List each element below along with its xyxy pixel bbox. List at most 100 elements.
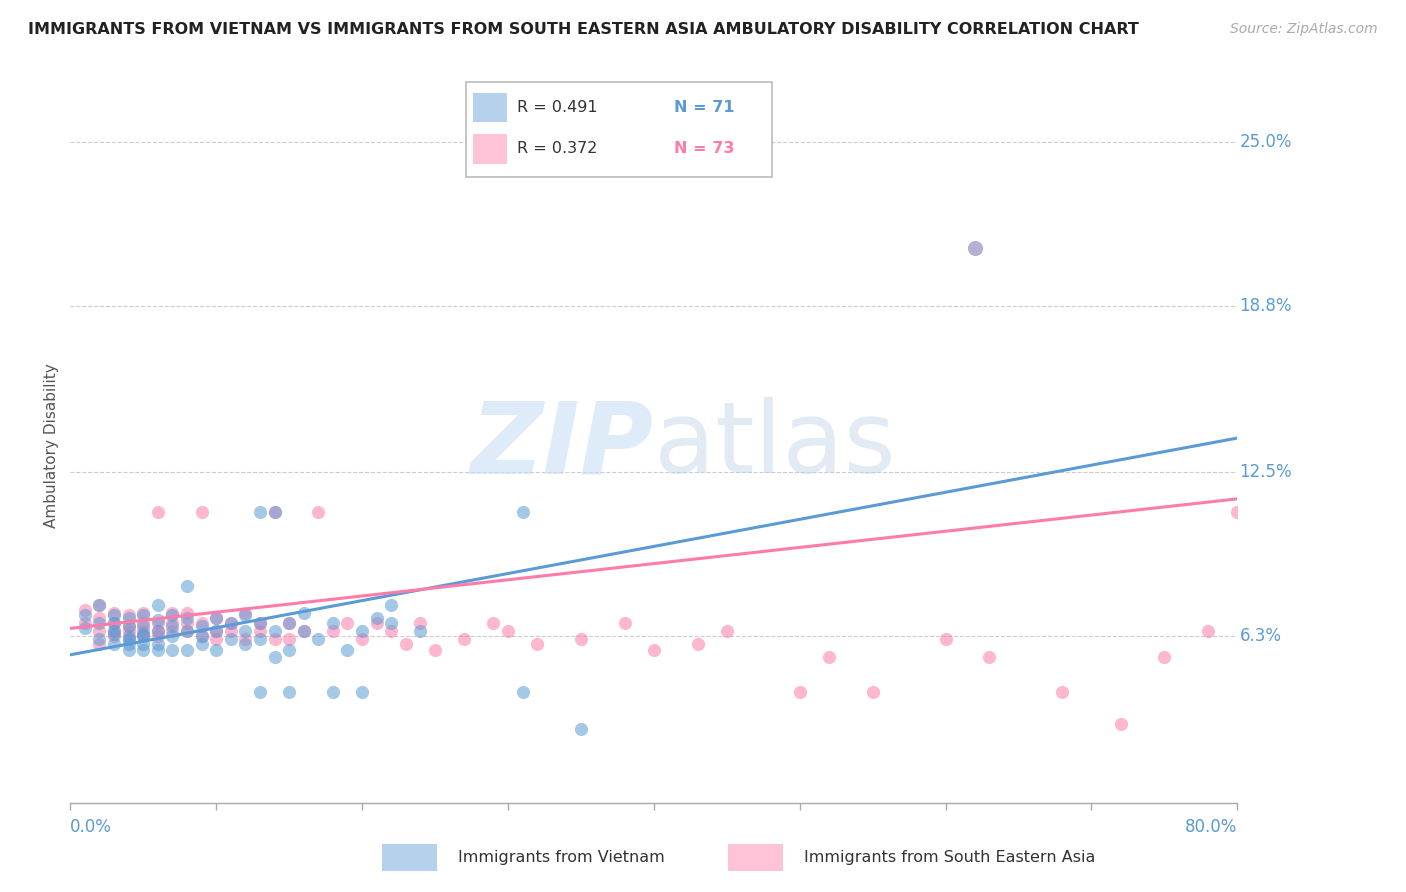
Point: [686, 637, 709, 651]
Point: [979, 650, 1001, 665]
Point: [146, 616, 169, 631]
Point: [395, 637, 418, 651]
Point: [219, 616, 242, 631]
Point: [118, 611, 141, 625]
Point: [263, 624, 285, 638]
Point: [132, 626, 155, 640]
FancyBboxPatch shape: [465, 81, 772, 178]
Point: [643, 642, 665, 657]
Point: [233, 637, 256, 651]
Point: [176, 611, 198, 625]
Point: [292, 624, 315, 638]
Point: [249, 616, 271, 631]
Text: N = 71: N = 71: [675, 100, 735, 115]
Point: [73, 603, 96, 617]
Point: [233, 606, 256, 620]
Point: [352, 685, 374, 699]
Point: [162, 642, 184, 657]
Point: [205, 624, 228, 638]
Point: [132, 616, 155, 631]
Point: [146, 505, 169, 519]
Point: [352, 624, 374, 638]
Text: Source: ZipAtlas.com: Source: ZipAtlas.com: [1230, 22, 1378, 37]
Point: [409, 624, 432, 638]
Point: [118, 642, 141, 657]
Point: [818, 650, 841, 665]
Point: [366, 611, 388, 625]
Point: [278, 616, 301, 631]
Point: [146, 598, 169, 612]
Point: [862, 685, 884, 699]
Point: [423, 642, 446, 657]
Text: 18.8%: 18.8%: [1240, 297, 1292, 315]
Point: [176, 606, 198, 620]
Point: [118, 618, 141, 632]
Point: [249, 616, 271, 631]
Point: [89, 598, 111, 612]
Point: [146, 624, 169, 638]
FancyBboxPatch shape: [474, 134, 508, 164]
Point: [789, 685, 811, 699]
Point: [307, 632, 329, 646]
Point: [103, 626, 125, 640]
Point: [233, 624, 256, 638]
Point: [176, 616, 198, 631]
Point: [292, 624, 315, 638]
Point: [292, 606, 315, 620]
Text: 6.3%: 6.3%: [1240, 627, 1282, 645]
Point: [103, 629, 125, 643]
Text: 0.0%: 0.0%: [70, 819, 112, 837]
Point: [278, 616, 301, 631]
Point: [118, 629, 141, 643]
Text: R = 0.491: R = 0.491: [516, 100, 598, 115]
FancyBboxPatch shape: [382, 844, 437, 871]
Point: [569, 722, 592, 736]
Point: [103, 624, 125, 638]
Point: [176, 642, 198, 657]
Point: [103, 616, 125, 631]
Point: [322, 616, 344, 631]
Point: [205, 642, 228, 657]
Point: [132, 642, 155, 657]
Point: [1226, 505, 1249, 519]
Point: [118, 632, 141, 646]
FancyBboxPatch shape: [728, 844, 783, 871]
Point: [146, 642, 169, 657]
Point: [219, 624, 242, 638]
Point: [162, 608, 184, 623]
Point: [132, 629, 155, 643]
Point: [233, 632, 256, 646]
Point: [1153, 650, 1175, 665]
Point: [496, 624, 519, 638]
Text: Immigrants from Vietnam: Immigrants from Vietnam: [458, 850, 665, 865]
Point: [89, 611, 111, 625]
Point: [934, 632, 956, 646]
Point: [716, 624, 738, 638]
Point: [249, 505, 271, 519]
Text: Immigrants from South Eastern Asia: Immigrants from South Eastern Asia: [804, 850, 1095, 865]
Point: [613, 616, 636, 631]
Point: [103, 606, 125, 620]
Point: [322, 685, 344, 699]
Point: [73, 616, 96, 631]
Point: [162, 629, 184, 643]
Point: [190, 616, 212, 631]
Point: [380, 616, 402, 631]
Point: [278, 685, 301, 699]
Text: 12.5%: 12.5%: [1240, 464, 1292, 482]
Point: [132, 637, 155, 651]
Point: [1050, 685, 1074, 699]
Point: [132, 629, 155, 643]
Point: [249, 624, 271, 638]
Point: [263, 505, 285, 519]
Text: atlas: atlas: [654, 398, 896, 494]
Point: [103, 608, 125, 623]
Text: IMMIGRANTS FROM VIETNAM VS IMMIGRANTS FROM SOUTH EASTERN ASIA AMBULATORY DISABIL: IMMIGRANTS FROM VIETNAM VS IMMIGRANTS FR…: [28, 22, 1139, 37]
Point: [162, 616, 184, 631]
Text: ZIP: ZIP: [471, 398, 654, 494]
Y-axis label: Ambulatory Disability: Ambulatory Disability: [44, 364, 59, 528]
Point: [205, 632, 228, 646]
Point: [190, 618, 212, 632]
Point: [569, 632, 592, 646]
Point: [176, 624, 198, 638]
